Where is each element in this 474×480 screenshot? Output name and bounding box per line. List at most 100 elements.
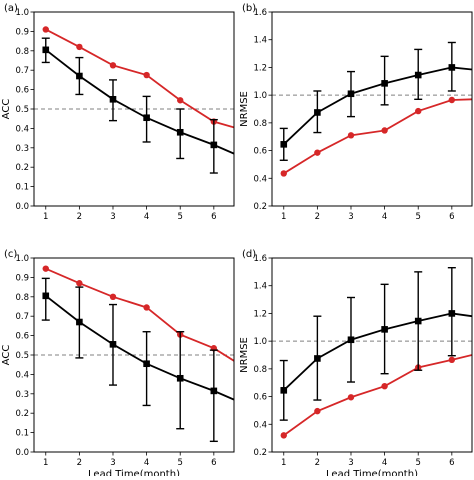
y-tick-label: 0.7 <box>15 312 29 322</box>
x-tick-label: 1 <box>43 458 48 468</box>
plot-area <box>34 265 234 443</box>
data-point-red <box>109 62 117 69</box>
x-tick-label: 2 <box>315 458 320 468</box>
y-tick-label: 0.3 <box>15 390 29 400</box>
data-point-black <box>314 355 321 362</box>
series-line-black <box>283 312 472 391</box>
y-tick-label: 0.8 <box>253 119 267 129</box>
data-point-black <box>143 114 150 122</box>
data-point-black <box>347 336 355 344</box>
y-axis-label: ACC <box>1 345 12 366</box>
series-line-red <box>45 28 234 129</box>
panel-3: 1 2 3 4 5 6 0.2 0.4 0.6 0.8 1.0 1.2 1.4 1.6 NRMSE Lead … <box>239 249 473 480</box>
data-point-red <box>415 107 422 115</box>
y-tick-label: 0.4 <box>253 174 267 184</box>
data-point-red <box>381 382 388 390</box>
y-tick-label: 1.2 <box>253 63 267 73</box>
plot-area <box>272 41 472 177</box>
y-tick-label: 0.1 <box>15 183 29 193</box>
y-axis-label: NRMSE <box>239 337 250 373</box>
y-tick-label: 0.4 <box>253 420 267 430</box>
data-point-black <box>314 109 321 116</box>
panel-1: 1 2 3 4 5 6 0.2 0.4 0.6 0.8 1.0 1.2 1.4 1.6 NRMSE (b) <box>239 3 473 222</box>
panel-2: 1 2 3 4 5 6 0.0 0.1 0.2 0.3 0.4 0.5 0.6 0.7 0.8 0.9 1.0 A… <box>1 249 235 480</box>
x-tick-label: 5 <box>178 458 183 468</box>
y-tick-label: 0.1 <box>15 429 29 439</box>
data-point-red <box>42 265 49 272</box>
data-point-red <box>314 407 321 415</box>
y-tick-label: 1.4 <box>253 282 267 292</box>
y-tick-label: 1.0 <box>15 8 29 18</box>
data-point-red <box>76 280 83 287</box>
x-tick-label: 1 <box>281 212 286 222</box>
series-line-red <box>283 98 472 175</box>
x-tick-label: 3 <box>348 212 353 222</box>
y-tick-label: 0.8 <box>15 47 29 57</box>
y-tick-label: 0.2 <box>253 448 267 458</box>
data-point-black <box>381 326 388 333</box>
y-tick-label: 0.6 <box>15 86 29 96</box>
plot-area <box>34 26 234 174</box>
data-point-red <box>314 149 321 156</box>
data-point-black <box>448 64 456 71</box>
y-tick-label: 0.2 <box>253 202 267 212</box>
x-tick-label: 5 <box>178 212 183 222</box>
series-line-black <box>283 66 472 145</box>
x-tick-label: 4 <box>144 212 149 222</box>
x-tick-label: 4 <box>144 458 149 468</box>
series-line-red <box>283 354 472 437</box>
data-point-red <box>143 304 150 311</box>
y-tick-label: 0.4 <box>15 124 29 134</box>
x-tick-label: 5 <box>416 458 421 468</box>
data-point-black <box>176 128 184 136</box>
x-tick-label: 5 <box>416 212 421 222</box>
data-point-black <box>210 141 218 149</box>
y-tick-label: 1.6 <box>253 8 267 18</box>
data-point-red <box>143 71 150 79</box>
series-line-red <box>45 267 234 362</box>
data-point-black <box>143 360 150 368</box>
data-point-black <box>109 341 117 348</box>
data-point-black <box>414 71 422 79</box>
y-tick-label: 0.2 <box>15 163 29 173</box>
data-point-red <box>177 97 184 104</box>
panel-label: (a) <box>4 3 18 14</box>
data-point-black <box>381 80 388 87</box>
data-point-black <box>280 141 288 148</box>
y-tick-label: 0.0 <box>15 448 29 458</box>
data-point-black <box>176 374 184 382</box>
data-point-black <box>42 46 50 54</box>
y-axis-label: NRMSE <box>239 91 250 127</box>
plot-area <box>272 267 472 439</box>
x-tick-label: 1 <box>43 212 48 222</box>
data-point-black <box>347 90 355 98</box>
data-point-black <box>210 387 218 395</box>
y-tick-label: 0.8 <box>253 365 267 375</box>
x-tick-label: 3 <box>110 458 115 468</box>
x-axis-label: Lead Time(month) <box>326 469 418 476</box>
x-tick-label: 2 <box>315 212 320 222</box>
data-point-red <box>448 96 456 104</box>
x-tick-label: 4 <box>382 212 387 222</box>
y-tick-label: 0.7 <box>15 66 29 76</box>
y-tick-label: 1.0 <box>253 91 267 101</box>
data-point-black <box>448 310 456 317</box>
panel-0: 1 2 3 4 5 6 0.0 0.1 0.2 0.3 0.4 0.5 0.6 0.7 0.8 0.9 1.0 A… <box>1 3 235 222</box>
x-tick-label: 1 <box>281 458 286 468</box>
axes-frame <box>271 257 473 453</box>
y-tick-label: 0.4 <box>15 370 29 380</box>
x-tick-label: 6 <box>449 212 454 222</box>
series-line-black <box>45 49 234 155</box>
y-tick-label: 1.6 <box>253 254 267 264</box>
y-tick-label: 0.8 <box>15 293 29 303</box>
y-tick-label: 0.6 <box>253 147 267 157</box>
data-point-black <box>414 317 422 325</box>
x-tick-label: 3 <box>348 458 353 468</box>
y-tick-label: 1.4 <box>253 36 267 46</box>
data-point-red <box>76 43 83 51</box>
data-point-black <box>76 72 83 80</box>
x-tick-label: 2 <box>77 458 82 468</box>
y-axis-label: ACC <box>1 99 12 120</box>
